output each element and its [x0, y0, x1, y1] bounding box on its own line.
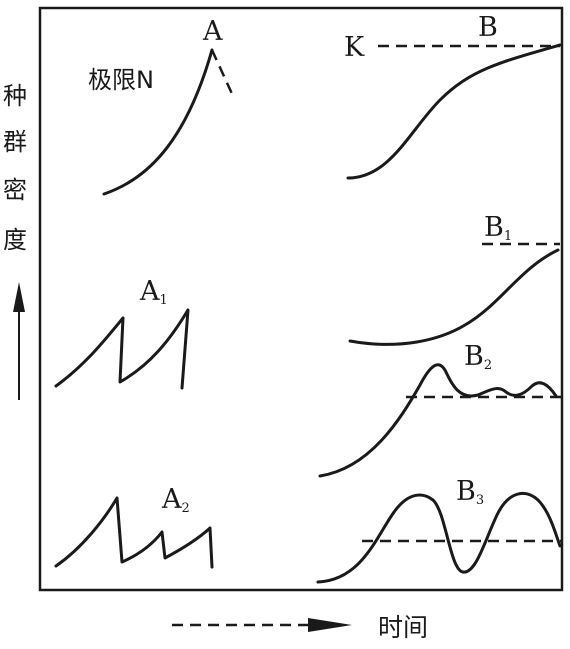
y-axis-label-char-3: 密 [3, 176, 27, 204]
curve-b1 [348, 248, 560, 346]
curve-a2 [54, 496, 214, 569]
curve-a1 [54, 308, 190, 390]
label-limit-n: 极限N [88, 66, 154, 94]
label-b: B [478, 12, 498, 43]
label-b2: B2 [464, 341, 492, 373]
label-b1: B1 [484, 212, 512, 244]
curve-b [346, 43, 562, 180]
label-a2: A2 [161, 484, 190, 516]
y-axis-arrow [13, 282, 25, 400]
y-axis-label-char-2: 群 [3, 128, 27, 156]
label-a: A [202, 16, 223, 47]
y-axis-label-char-4: 度 [3, 226, 27, 254]
plot-frame [38, 6, 564, 592]
curve-b2 [318, 363, 558, 478]
label-b3: B3 [456, 476, 484, 508]
curve-a-crash-dashed [210, 49, 235, 97]
y-axis-label-char-1: 种 [3, 82, 27, 110]
x-axis-arrow [172, 618, 352, 632]
x-axis-label: 时间 [378, 613, 428, 642]
label-a1: A1 [139, 276, 168, 308]
curve-b3 [316, 491, 562, 584]
label-k: K [344, 32, 365, 63]
curve-a [102, 48, 214, 196]
